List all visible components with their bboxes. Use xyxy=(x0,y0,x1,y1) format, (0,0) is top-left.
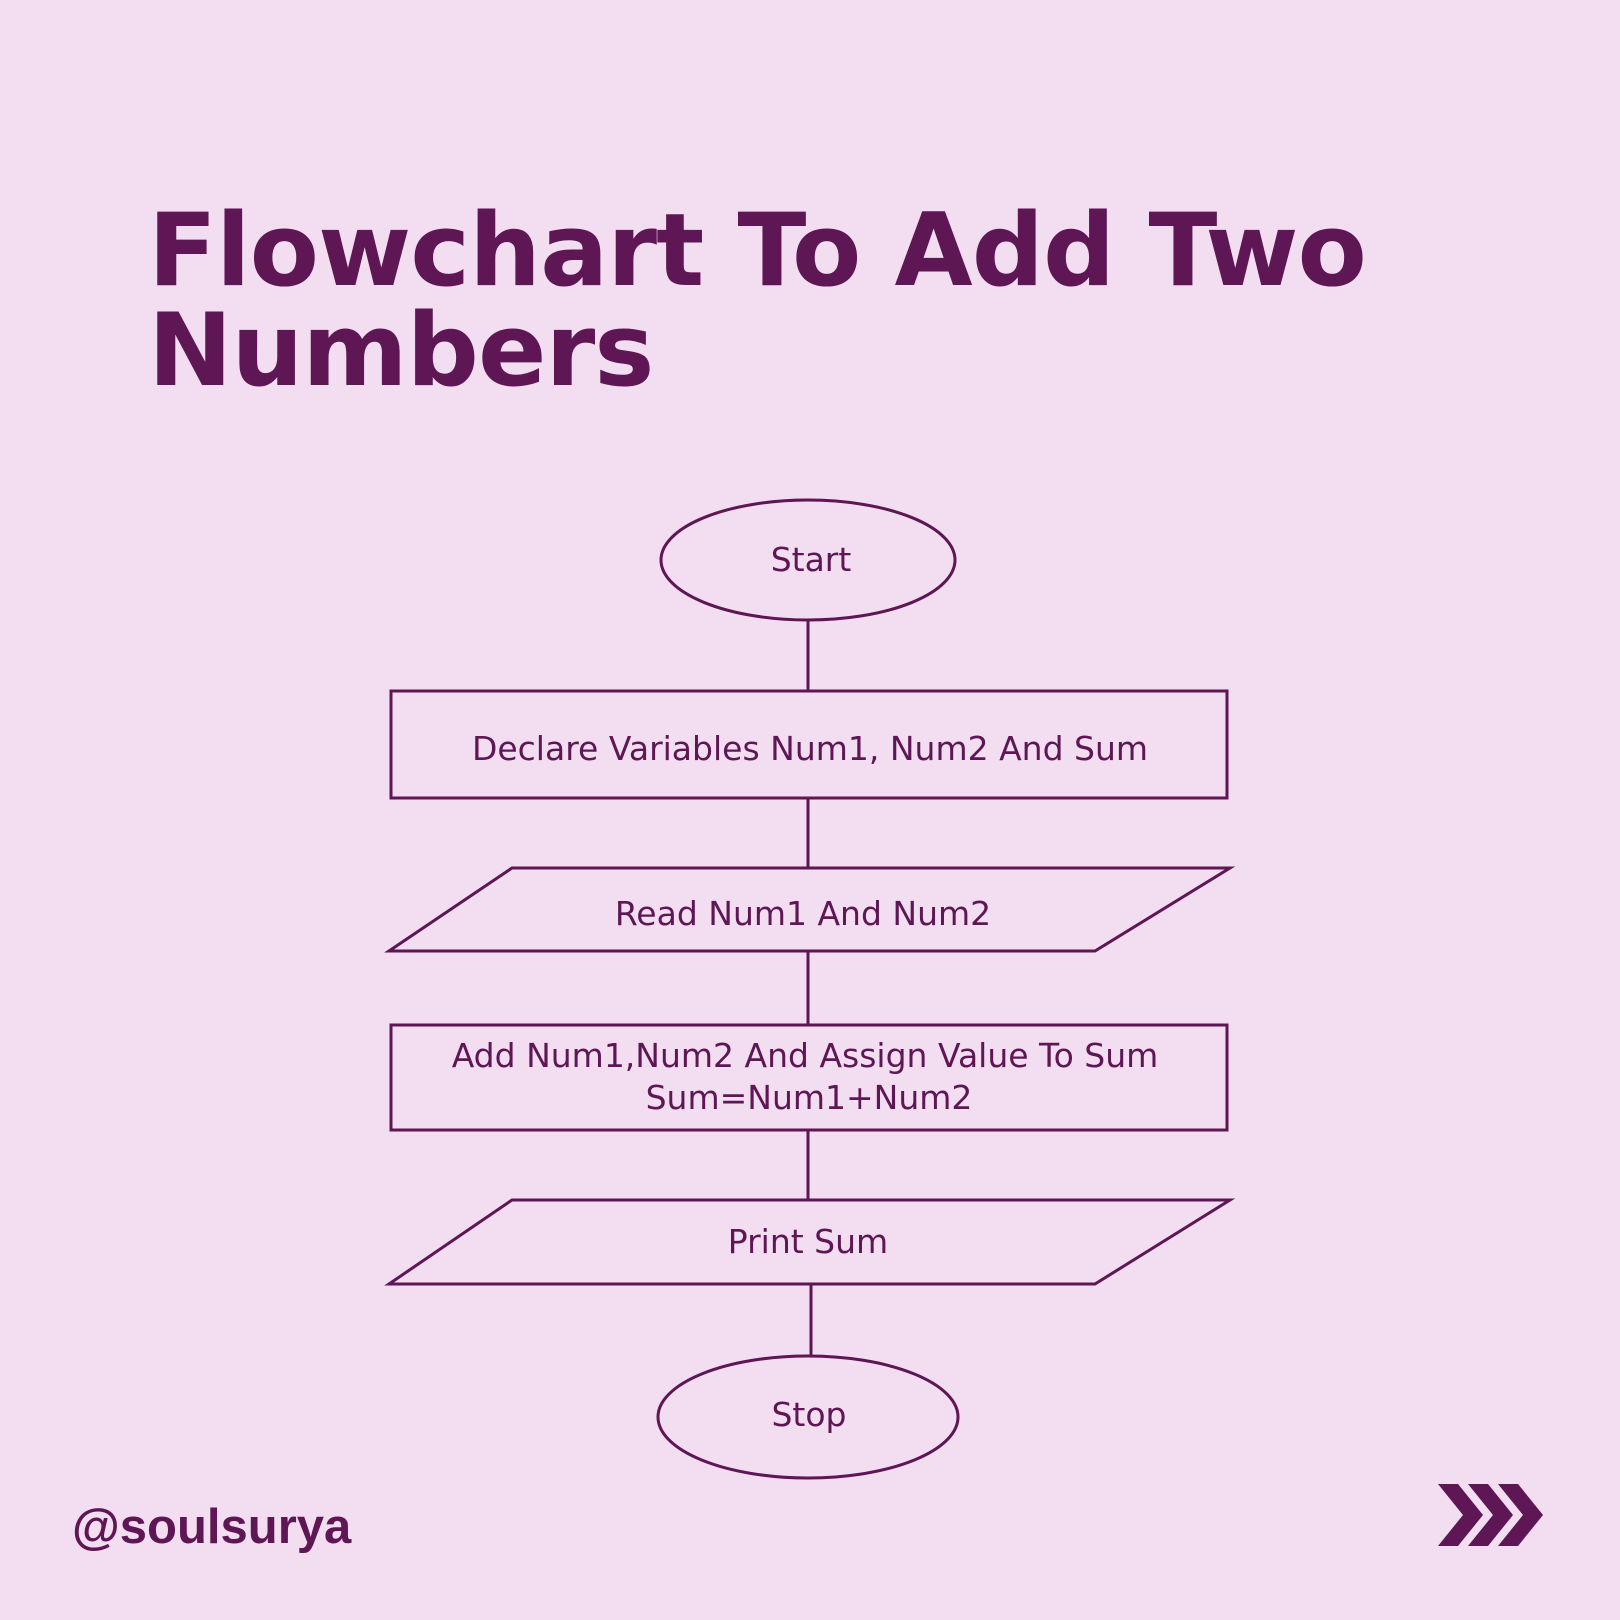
read-label: Read Num1 And Num2 xyxy=(615,894,991,933)
page-title: Flowchart To Add Two Numbers xyxy=(148,191,1528,409)
stop-terminal xyxy=(656,1354,960,1480)
title-line-2: Numbers xyxy=(148,291,654,409)
print-label: Print Sum xyxy=(728,1222,888,1261)
add-label-line-1: Add Num1,Num2 And Assign Value To Sum xyxy=(452,1036,1159,1075)
start-terminal xyxy=(659,498,957,622)
start-label: Start xyxy=(771,540,852,579)
add-label-line-2: Sum=Num1+Num2 xyxy=(646,1078,973,1117)
triple-chevron-right-icon[interactable] xyxy=(1438,1484,1544,1546)
stop-label: Stop xyxy=(771,1395,846,1434)
title-line-1: Flowchart To Add Two xyxy=(148,191,1367,309)
read-input-parallelogram xyxy=(384,866,1236,953)
declare-process-box xyxy=(389,689,1229,800)
print-output-parallelogram xyxy=(384,1198,1236,1286)
add-process-box xyxy=(389,1023,1229,1132)
declare-label: Declare Variables Num1, Num2 And Sum xyxy=(472,729,1148,768)
author-handle: @soulsurya xyxy=(72,1500,352,1554)
